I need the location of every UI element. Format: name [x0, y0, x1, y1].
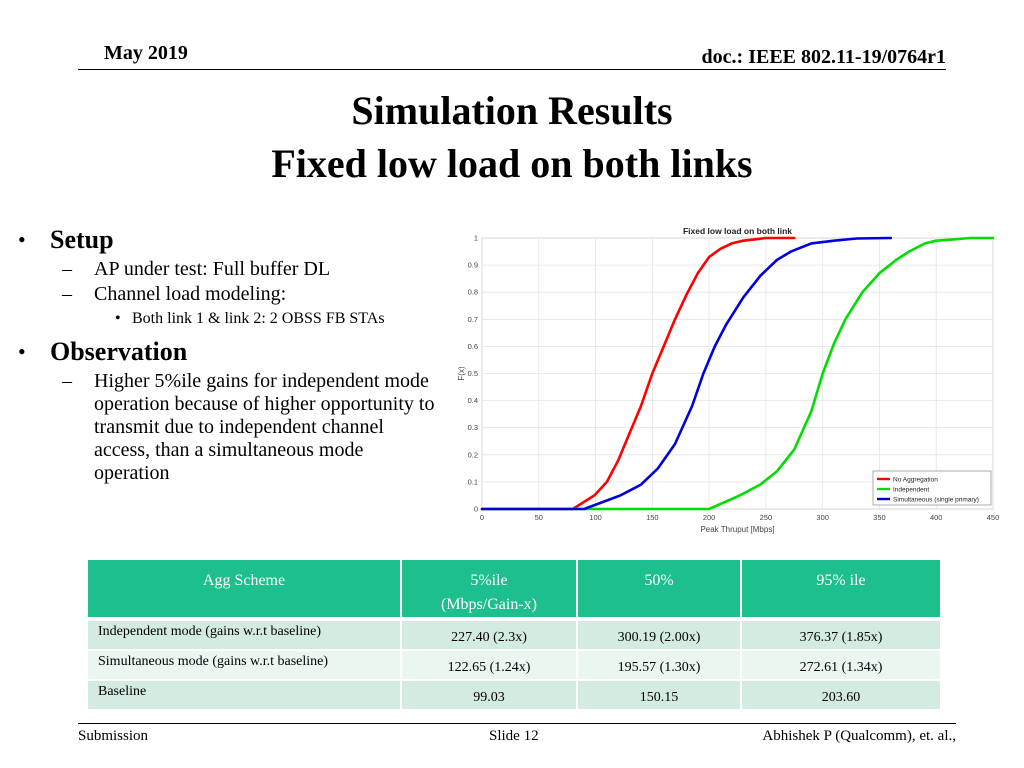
- bullet-observation-item: – Higher 5%ile gains for independent mod…: [12, 370, 442, 485]
- x-tick-label: 0: [480, 513, 484, 522]
- x-tick-label: 150: [646, 513, 659, 522]
- table-header-5ile-line2: (Mbps/Gain-x): [441, 596, 537, 613]
- header-rule: [78, 69, 946, 70]
- y-tick-label: 0.3: [468, 423, 478, 432]
- table-cell: Independent mode (gains w.r.t baseline): [88, 621, 402, 651]
- table-cell: 99.03: [402, 681, 578, 711]
- bullet-list: • Setup – AP under test: Full buffer DL …: [12, 224, 442, 485]
- footer-rule: [78, 723, 956, 724]
- bullet-observation: • Observation: [12, 336, 442, 368]
- table-cell: 272.61 (1.34x): [742, 651, 940, 681]
- table-cell: 122.65 (1.24x): [402, 651, 578, 681]
- bullet-setup-item: – AP under test: Full buffer DL: [12, 258, 442, 281]
- x-tick-label: 250: [760, 513, 773, 522]
- y-tick-label: 1: [474, 234, 478, 243]
- table-cell: 376.37 (1.85x): [742, 621, 940, 651]
- table-header-cell: 5%ile (Mbps/Gain-x): [402, 560, 578, 621]
- table-cell: 195.57 (1.30x): [578, 651, 742, 681]
- bullet-dot-icon: •: [18, 227, 26, 252]
- y-tick-label: 0: [474, 505, 478, 514]
- x-axis-label: Peak Thruput [Mbps]: [700, 525, 774, 534]
- y-tick-label: 0.5: [468, 369, 478, 378]
- table-header-cell: 95% ile: [742, 560, 940, 621]
- series-line: [480, 236, 796, 511]
- footer-author: Abhishek P (Qualcomm), et. al.,: [762, 728, 956, 744]
- footer-submission: Submission: [78, 728, 149, 744]
- bullet-setup-heading: Setup: [50, 225, 114, 254]
- table-cell: 150.15: [578, 681, 742, 711]
- x-tick-label: 350: [873, 513, 886, 522]
- y-tick-label: 0.1: [468, 477, 478, 486]
- table-cell: 203.60: [742, 681, 940, 711]
- slide-title-line2: Fixed low load on both links: [271, 141, 753, 186]
- bullet-setup-item: – Channel load modeling:: [12, 283, 442, 306]
- chart-title: Fixed low load on both link: [683, 226, 792, 236]
- bullet-observation-heading: Observation: [50, 337, 188, 366]
- series-line: [480, 236, 995, 511]
- y-tick-label: 0.6: [468, 342, 478, 351]
- table-cell: Baseline: [88, 681, 402, 711]
- table-row: Independent mode (gains w.r.t baseline) …: [88, 621, 940, 651]
- legend-entry: No Aggregation: [893, 477, 938, 484]
- bullet-observation-item-text: Higher 5%ile gains for independent mode …: [94, 370, 435, 484]
- cdf-chart-svg: 0 50 100 150 200 250 300 350 400 450 0 0.1 0.2 0.3 0.4…: [457, 226, 1000, 534]
- legend-entry: Independent: [893, 487, 929, 494]
- bullet-setup-subitem: • Both link 1 & link 2: 2 OBSS FB STAs: [12, 310, 442, 328]
- bullet-setup-item-text: Channel load modeling:: [94, 283, 287, 305]
- footer-slide-number: Slide 12: [489, 728, 539, 744]
- dash-icon: –: [62, 283, 72, 305]
- bullet-setup: • Setup: [12, 224, 442, 256]
- table-cell: Simultaneous mode (gains w.r.t baseline): [88, 651, 402, 681]
- table-header-cell: Agg Scheme: [88, 560, 402, 621]
- table-cell: 227.40 (2.3x): [402, 621, 578, 651]
- x-tick-label: 50: [535, 513, 543, 522]
- results-table: Agg Scheme 5%ile (Mbps/Gain-x) 50% 95% i…: [88, 560, 940, 711]
- table-header-5ile-line1: 5%ile: [470, 572, 508, 589]
- legend-box: [872, 470, 992, 506]
- y-tick-label: 0.7: [468, 315, 478, 324]
- slide-title: Simulation Results Fixed low load on bot…: [0, 84, 1024, 190]
- dash-icon: –: [62, 258, 72, 280]
- bullet-dot-icon: •: [115, 310, 121, 327]
- y-tick-label: 0.8: [468, 288, 478, 297]
- y-tick-label: 0.2: [468, 450, 478, 459]
- legend-entry: Simultaneous (single primary): [893, 497, 979, 504]
- y-tick-label: 0.9: [468, 261, 478, 270]
- series-line: [480, 236, 893, 511]
- slide-title-line1: Simulation Results: [351, 88, 673, 133]
- bullet-setup-subitem-text: Both link 1 & link 2: 2 OBSS FB STAs: [132, 310, 385, 327]
- x-tick-label: 400: [930, 513, 943, 522]
- x-tick-label: 450: [987, 513, 1000, 522]
- table-header-cell: 50%: [578, 560, 742, 621]
- bullet-setup-item-text: AP under test: Full buffer DL: [94, 258, 331, 280]
- cdf-chart: 0 50 100 150 200 250 300 350 400 450 0 0.1 0.2 0.3 0.4…: [442, 222, 1002, 538]
- bullet-dot-icon: •: [18, 339, 26, 364]
- header-date: May 2019: [104, 42, 188, 64]
- header-doc-id: doc.: IEEE 802.11-19/0764r1: [701, 46, 946, 68]
- x-tick-label: 100: [589, 513, 602, 522]
- y-axis-label: F(x): [457, 366, 466, 381]
- x-tick-label: 300: [816, 513, 829, 522]
- x-tick-label: 200: [703, 513, 716, 522]
- y-tick-label: 0.4: [468, 396, 478, 405]
- table-row: Baseline 99.03 150.15 203.60: [88, 681, 940, 711]
- dash-icon: –: [62, 370, 72, 392]
- table-cell: 300.19 (2.00x): [578, 621, 742, 651]
- table-header-row: Agg Scheme 5%ile (Mbps/Gain-x) 50% 95% i…: [88, 560, 940, 621]
- table-row: Simultaneous mode (gains w.r.t baseline)…: [88, 651, 940, 681]
